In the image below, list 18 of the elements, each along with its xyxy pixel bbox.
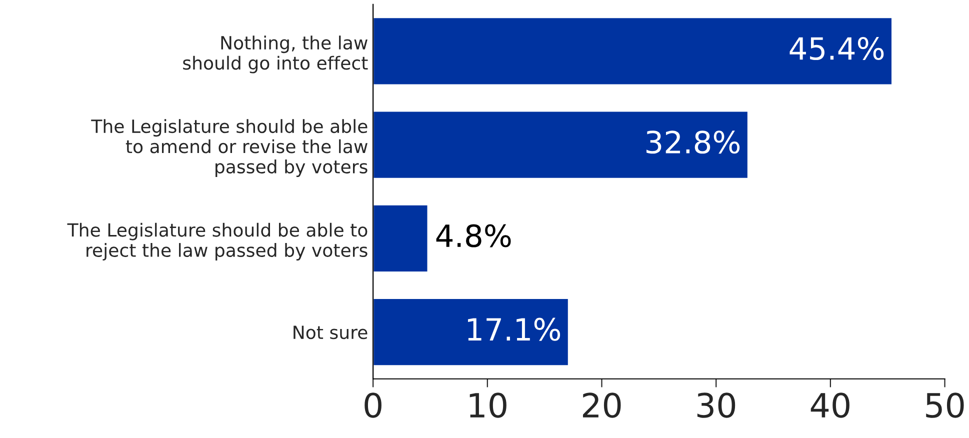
data-label: 17.1% xyxy=(468,318,560,341)
x-tick-label: 30 xyxy=(697,392,736,418)
bar xyxy=(373,110,749,180)
y-tick-label: Nothing, the law should go into effect xyxy=(183,36,368,74)
bar xyxy=(373,298,570,366)
x-tick-label: 40 xyxy=(810,392,850,418)
y-tick-label: The Legislature should be able to amend or revise the law passed by voters xyxy=(91,119,368,178)
x-tick-label: 10 xyxy=(470,392,506,418)
bar xyxy=(373,204,429,273)
data-label: 45.4% xyxy=(790,36,884,60)
x-tick-label: 0 xyxy=(364,392,382,418)
x-tick-label: 20 xyxy=(582,392,621,418)
x-tick-label: 50 xyxy=(926,392,964,418)
bar xyxy=(373,16,893,86)
data-label: 4.8% xyxy=(436,224,511,248)
y-tick-label: Not sure xyxy=(294,326,368,340)
data-label: 32.8% xyxy=(646,130,740,154)
y-tick-label: The Legislature should be able to reject the law passed by voters xyxy=(67,222,368,261)
